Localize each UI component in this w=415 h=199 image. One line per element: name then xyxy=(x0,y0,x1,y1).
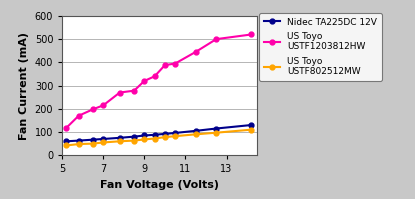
US Toyo
USTF802512MW xyxy=(132,139,137,142)
US Toyo
USTF1203812HW xyxy=(214,38,219,40)
US Toyo
USTF1203812HW xyxy=(162,64,167,66)
US Toyo
USTF802512MW xyxy=(193,133,198,136)
Line: US Toyo
USTF802512MW: US Toyo USTF802512MW xyxy=(64,127,254,148)
US Toyo
USTF802512MW xyxy=(117,140,122,142)
Line: Nidec TA225DC 12V: Nidec TA225DC 12V xyxy=(64,123,254,144)
Legend: Nidec TA225DC 12V, US Toyo
USTF1203812HW, US Toyo
USTF802512MW: Nidec TA225DC 12V, US Toyo USTF1203812HW… xyxy=(259,13,382,81)
US Toyo
USTF802512MW xyxy=(214,132,219,134)
US Toyo
USTF1203812HW xyxy=(142,80,147,82)
US Toyo
USTF802512MW xyxy=(152,137,157,140)
US Toyo
USTF802512MW xyxy=(101,141,106,144)
US Toyo
USTF802512MW xyxy=(142,138,147,141)
Y-axis label: Fan Current (mA): Fan Current (mA) xyxy=(19,32,29,139)
US Toyo
USTF1203812HW xyxy=(173,62,178,65)
Nidec TA225DC 12V xyxy=(132,136,137,138)
US Toyo
USTF1203812HW xyxy=(193,51,198,53)
US Toyo
USTF802512MW xyxy=(249,129,254,131)
US Toyo
USTF802512MW xyxy=(162,136,167,138)
US Toyo
USTF802512MW xyxy=(76,143,81,145)
Nidec TA225DC 12V xyxy=(101,138,106,140)
US Toyo
USTF802512MW xyxy=(64,144,69,147)
US Toyo
USTF1203812HW xyxy=(117,91,122,94)
US Toyo
USTF1203812HW xyxy=(152,75,157,77)
US Toyo
USTF1203812HW xyxy=(132,90,137,92)
Nidec TA225DC 12V xyxy=(249,124,254,126)
US Toyo
USTF802512MW xyxy=(90,142,95,145)
Nidec TA225DC 12V xyxy=(90,139,95,141)
Nidec TA225DC 12V xyxy=(76,139,81,142)
Nidec TA225DC 12V xyxy=(64,140,69,142)
Nidec TA225DC 12V xyxy=(214,127,219,130)
Nidec TA225DC 12V xyxy=(173,132,178,134)
US Toyo
USTF1203812HW xyxy=(249,33,254,36)
US Toyo
USTF1203812HW xyxy=(64,127,69,129)
Line: US Toyo
USTF1203812HW: US Toyo USTF1203812HW xyxy=(64,32,254,130)
Nidec TA225DC 12V xyxy=(142,134,147,137)
US Toyo
USTF1203812HW xyxy=(101,104,106,106)
X-axis label: Fan Voltage (Volts): Fan Voltage (Volts) xyxy=(100,180,219,190)
US Toyo
USTF1203812HW xyxy=(90,108,95,110)
Nidec TA225DC 12V xyxy=(162,133,167,135)
Nidec TA225DC 12V xyxy=(117,137,122,139)
Nidec TA225DC 12V xyxy=(193,130,198,132)
US Toyo
USTF1203812HW xyxy=(76,115,81,117)
US Toyo
USTF802512MW xyxy=(173,135,178,137)
Nidec TA225DC 12V xyxy=(152,134,157,136)
